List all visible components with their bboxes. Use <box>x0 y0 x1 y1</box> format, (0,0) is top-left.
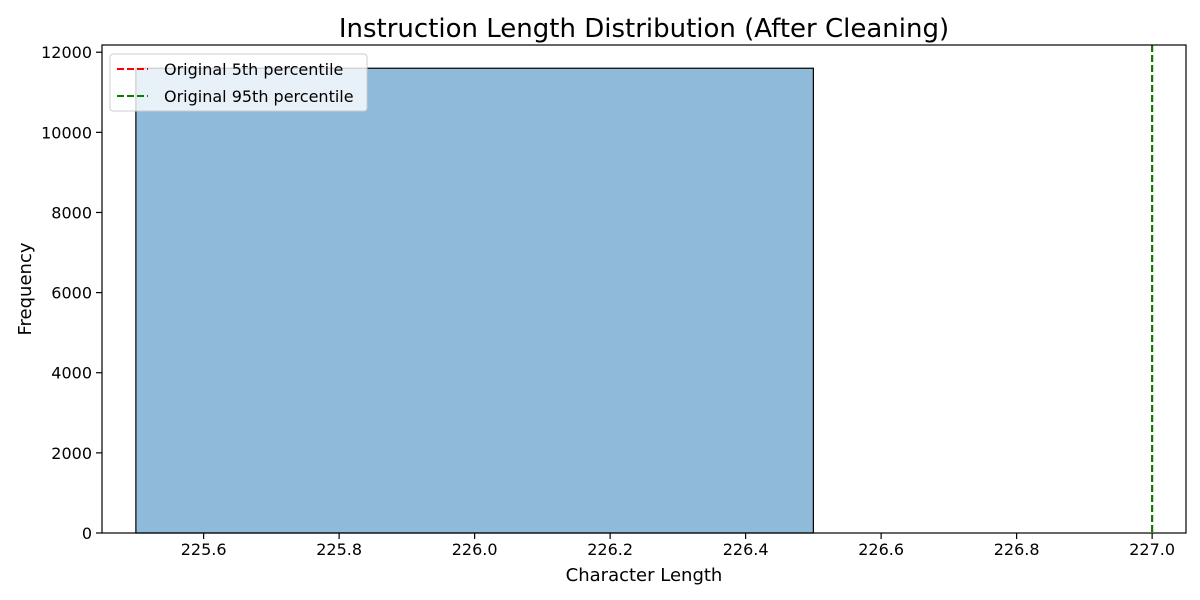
x-tick-label: 226.8 <box>994 540 1040 559</box>
x-tick-label: 226.2 <box>587 540 633 559</box>
x-tick-label: 226.6 <box>858 540 904 559</box>
x-axis-label: Character Length <box>566 565 723 586</box>
y-tick-label: 0 <box>82 524 92 543</box>
legend-entry: Original 95th percentile <box>164 87 354 106</box>
x-tick-label: 225.8 <box>316 540 362 559</box>
y-tick-label: 2000 <box>51 444 92 463</box>
plot-area: 225.6 225.8 226.0 226.2 226.4 226.6 226.8 227.0… <box>41 43 1187 559</box>
y-axis-label: Frequency <box>15 242 36 335</box>
y-tick-label: 12000 <box>41 43 92 62</box>
y-tick-label: 10000 <box>41 123 92 142</box>
legend-box <box>109 53 368 112</box>
chart-title: Instruction Length Distribution (After C… <box>339 14 949 44</box>
x-tick-label: 225.6 <box>181 540 227 559</box>
legend-entry: Original 5th percentile <box>164 60 343 79</box>
y-tick-label: 6000 <box>51 284 92 303</box>
x-tick-label: 227.0 <box>1129 540 1175 559</box>
y-tick-label: 8000 <box>51 203 92 222</box>
axes-frame <box>101 44 1187 534</box>
x-tick-label: 226.4 <box>723 540 769 559</box>
x-tick-label: 226.0 <box>452 540 498 559</box>
histogram-bar <box>135 67 814 534</box>
legend: Original 5th percentile Original 95th per… <box>109 53 368 112</box>
y-tick-label: 4000 <box>51 364 92 383</box>
